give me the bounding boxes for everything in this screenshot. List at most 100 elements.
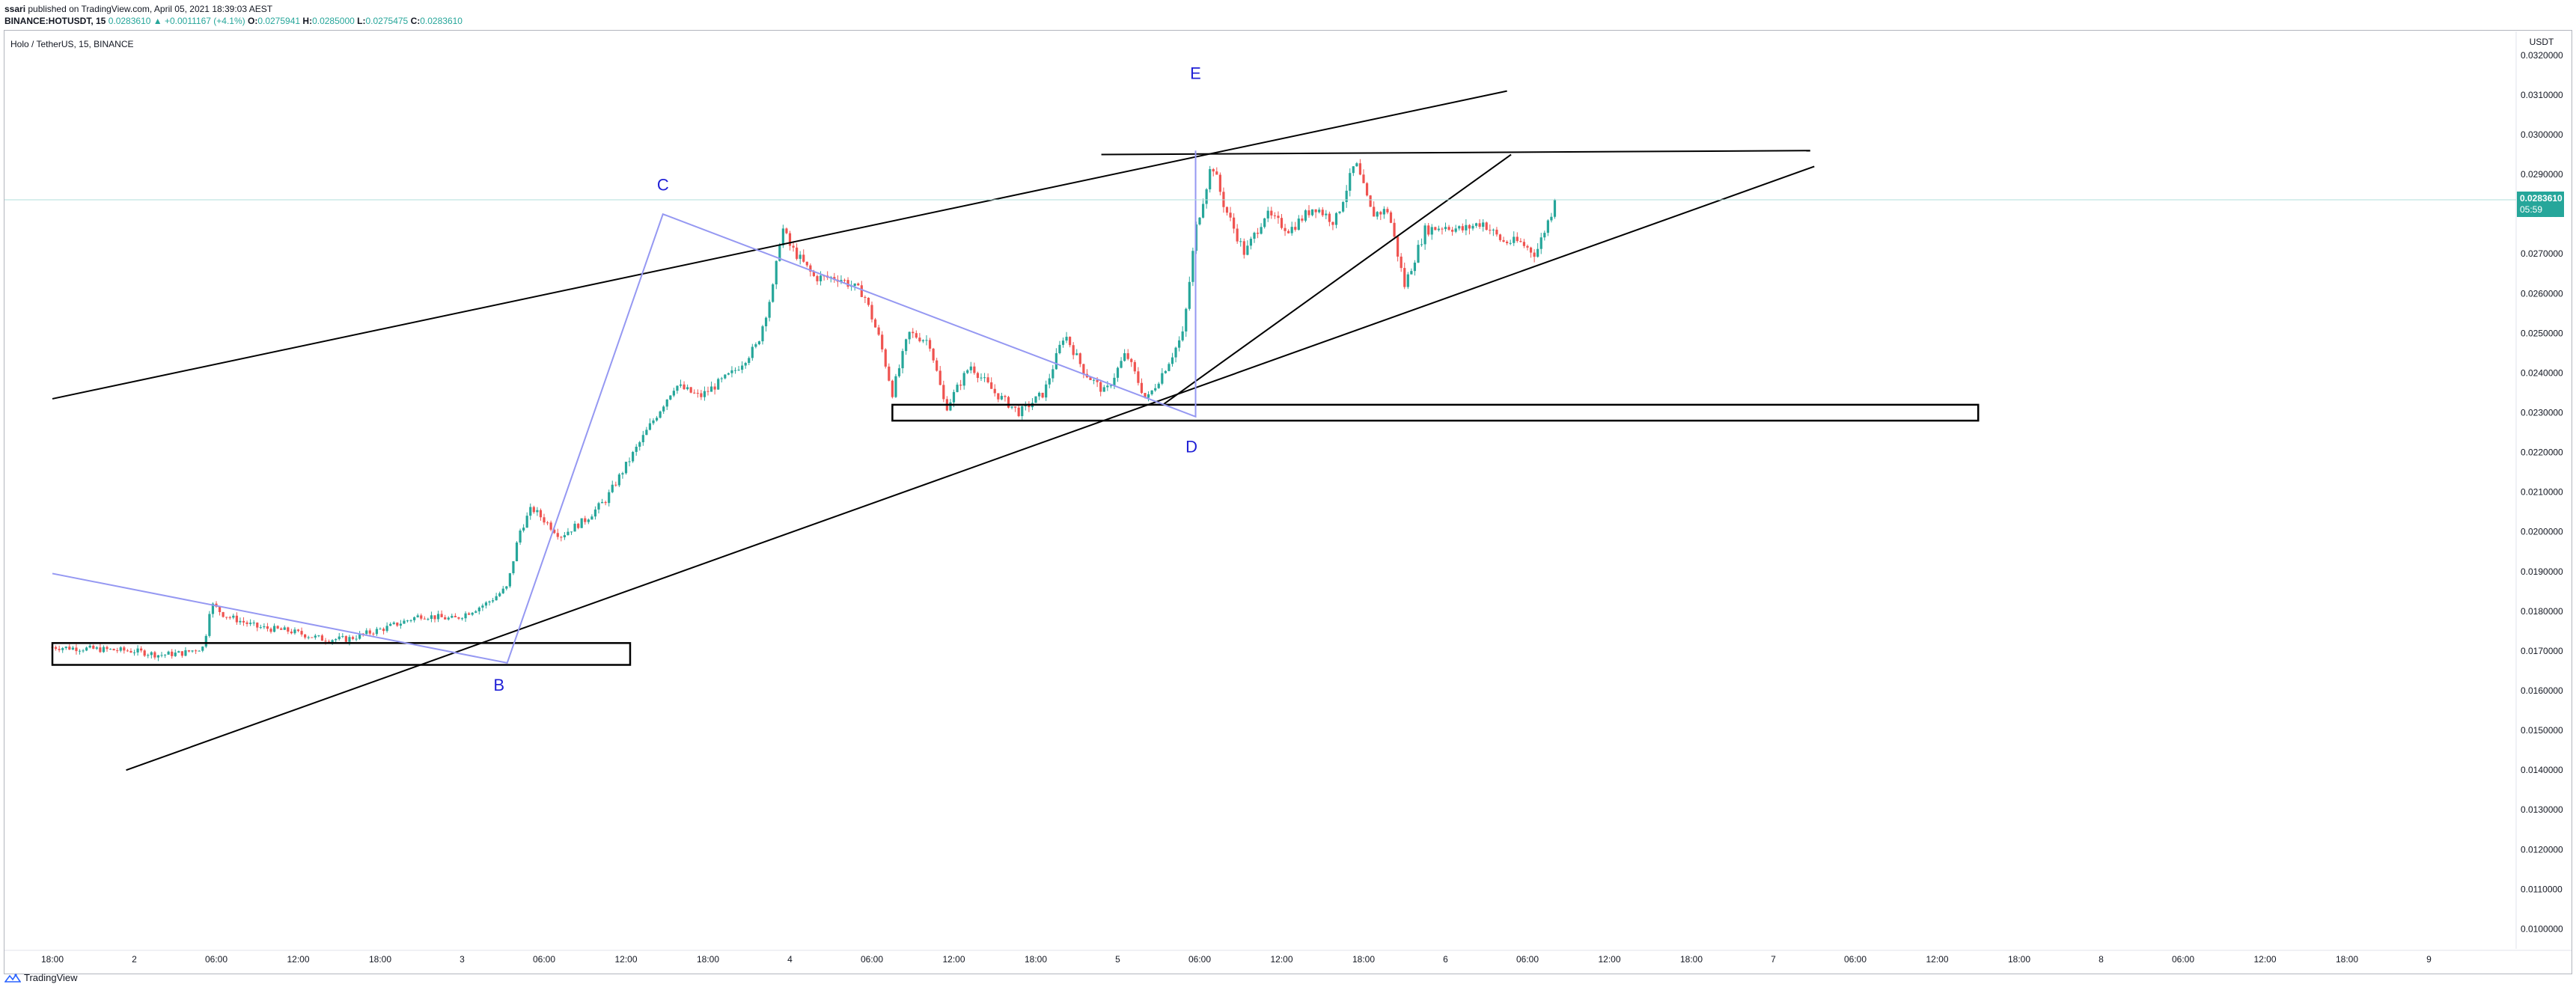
candle-body bbox=[1147, 394, 1150, 398]
candle bbox=[433, 615, 436, 623]
candle-body bbox=[973, 366, 976, 373]
candle-body bbox=[1338, 211, 1341, 213]
candle bbox=[669, 395, 672, 401]
candle bbox=[761, 325, 764, 345]
candle-body bbox=[1397, 236, 1400, 257]
candle bbox=[222, 611, 225, 618]
candle-body bbox=[788, 233, 792, 246]
candle-body bbox=[611, 484, 614, 492]
candle bbox=[1379, 210, 1382, 221]
candle bbox=[1082, 364, 1085, 379]
x-tick-label: 12:00 bbox=[1926, 954, 1948, 965]
candle-body bbox=[1089, 377, 1092, 380]
candle-body bbox=[1260, 227, 1263, 234]
candle bbox=[201, 646, 204, 653]
candle-body bbox=[392, 622, 395, 624]
candle-body bbox=[396, 622, 399, 626]
candle-body bbox=[468, 613, 471, 615]
candle-body bbox=[427, 619, 430, 620]
candle bbox=[1116, 366, 1120, 382]
candle-body bbox=[1471, 225, 1474, 229]
candle-body bbox=[1482, 222, 1485, 227]
y-tick-label: 0.0310000 bbox=[2521, 90, 2563, 100]
candle bbox=[1229, 207, 1232, 221]
candle bbox=[938, 366, 941, 386]
candle-body bbox=[228, 617, 231, 618]
candle bbox=[1218, 172, 1221, 196]
candle-body bbox=[372, 633, 375, 635]
candle bbox=[1358, 159, 1362, 176]
candle bbox=[1242, 238, 1245, 259]
candle bbox=[1000, 392, 1003, 400]
candle bbox=[1451, 227, 1454, 236]
candle-body bbox=[420, 615, 423, 619]
candle bbox=[389, 622, 392, 626]
candle bbox=[993, 384, 996, 397]
candle-body bbox=[1041, 392, 1044, 398]
candle-body bbox=[508, 573, 511, 587]
candle-body bbox=[1389, 212, 1393, 223]
candle-body bbox=[621, 473, 624, 475]
candle-body bbox=[204, 635, 207, 647]
candle-body bbox=[1543, 233, 1546, 238]
candle bbox=[451, 614, 454, 619]
candle-body bbox=[584, 518, 587, 522]
candle-body bbox=[1215, 171, 1218, 175]
candle bbox=[1014, 406, 1017, 412]
candle bbox=[877, 325, 880, 336]
chart-frame[interactable] bbox=[4, 30, 2572, 974]
candle-body bbox=[1096, 379, 1099, 382]
candle-body bbox=[1434, 227, 1437, 230]
candle bbox=[1349, 168, 1352, 197]
candle-body bbox=[276, 626, 279, 629]
candle-body bbox=[781, 228, 784, 245]
candle-body bbox=[1185, 308, 1188, 331]
candle-body bbox=[317, 635, 320, 637]
candle-body bbox=[471, 612, 474, 615]
candle bbox=[652, 418, 655, 426]
candle-body bbox=[187, 650, 191, 652]
candle bbox=[1529, 246, 1533, 258]
candle-body bbox=[867, 297, 870, 305]
candle bbox=[1495, 227, 1498, 237]
candle-body bbox=[683, 384, 686, 390]
candle bbox=[1489, 224, 1492, 235]
candle bbox=[420, 613, 423, 621]
pattern-point-label: C bbox=[657, 175, 669, 194]
candle bbox=[235, 612, 238, 625]
candle bbox=[78, 649, 82, 655]
candle-body bbox=[180, 651, 183, 656]
candle bbox=[505, 586, 508, 591]
candle bbox=[932, 347, 935, 363]
low-label: L: bbox=[357, 16, 366, 26]
candle bbox=[672, 388, 675, 397]
candle bbox=[990, 377, 993, 389]
candle bbox=[1397, 236, 1400, 262]
candle-body bbox=[451, 616, 454, 618]
candle-body bbox=[1349, 173, 1352, 191]
candle-body bbox=[1550, 216, 1553, 221]
candle bbox=[1246, 240, 1249, 256]
candle-body bbox=[1465, 224, 1468, 230]
x-tick-label: 12:00 bbox=[942, 954, 965, 965]
author-name[interactable]: ssari bbox=[4, 4, 26, 14]
candle-body bbox=[962, 373, 965, 386]
candle bbox=[1318, 207, 1321, 214]
footer-brand[interactable]: TradingView bbox=[4, 972, 78, 983]
candle-body bbox=[1417, 245, 1420, 263]
candle bbox=[1147, 391, 1150, 402]
candle-body bbox=[560, 537, 563, 538]
candle-body bbox=[741, 365, 744, 370]
candle-body bbox=[1334, 213, 1338, 225]
candle bbox=[1017, 404, 1020, 418]
candle-body bbox=[1352, 166, 1355, 174]
candle-body bbox=[672, 391, 675, 396]
candle bbox=[1553, 198, 1557, 219]
candle-body bbox=[539, 510, 543, 518]
candle bbox=[624, 462, 628, 475]
candle-body bbox=[888, 366, 891, 381]
candle-body bbox=[1017, 407, 1020, 417]
candle-body bbox=[1539, 237, 1542, 249]
pattern-point-label: B bbox=[493, 676, 504, 694]
